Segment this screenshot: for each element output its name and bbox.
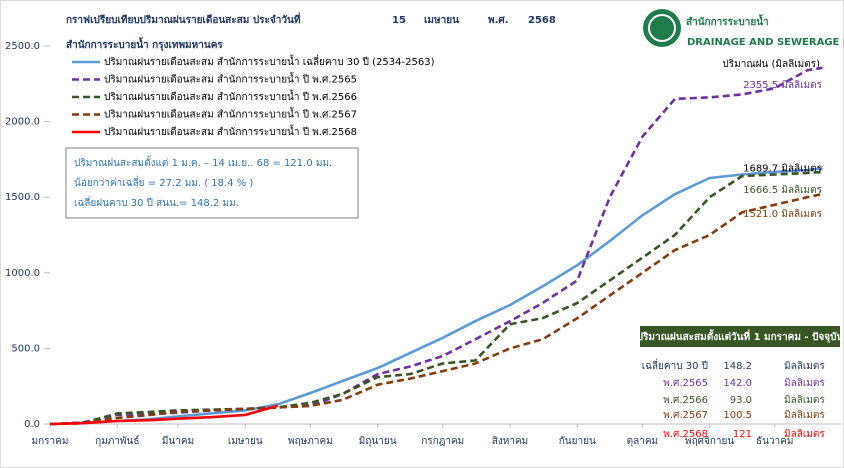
summary-label: พ.ศ.2568 — [663, 429, 708, 440]
summary-value: 100.5 — [723, 410, 752, 421]
summary-label: พ.ศ.2567 — [663, 410, 708, 421]
logo-title: สำนักการระบายน้ำ — [686, 14, 769, 28]
y-tick-label: 2000.0 — [5, 117, 40, 128]
x-tick-label: ตุลาคม — [627, 436, 659, 447]
chart-subtitle: สำนักการระบายน้ำ กรุงเทพมหานคร — [66, 37, 223, 51]
summary-label: พ.ศ.2566 — [663, 395, 708, 406]
title-day: 15 — [392, 15, 406, 26]
x-tick-label: เมษายน — [228, 436, 263, 447]
series-line — [49, 404, 279, 426]
series-line — [49, 192, 823, 426]
info-line: ปริมาณฝนสะสมตั้งแต่ 1 ม.ค. – 14 เม.ย.. 6… — [74, 155, 332, 169]
end-label: 1689.7 มิลลิเมตร — [743, 164, 823, 175]
x-tick-label: กุมภาพันธ์ — [95, 435, 139, 447]
summary-unit: มิลลิเมตร — [784, 361, 825, 372]
series-line — [49, 167, 823, 426]
summary-unit: มิลลิเมตร — [784, 429, 825, 440]
title-era: พ.ศ. — [488, 15, 509, 26]
summary-label: เฉลี่ยคาบ 30 ปี — [642, 358, 708, 372]
legend-label: ปริมาณฝนรายเดือนสะสม สำนักการระบายน้ำ ปี… — [104, 89, 357, 103]
x-tick-label: ธันวาคม — [756, 436, 793, 447]
x-tick-label: กันยายน — [559, 436, 596, 447]
summary-value: 93.0 — [730, 395, 752, 406]
y-tick-label: 500.0 — [11, 343, 40, 354]
legend-label: ปริมาณฝนรายเดือนสะสม สำนักการระบายน้ำ ปี… — [104, 107, 357, 121]
x-tick-label: พฤษภาคม — [288, 436, 333, 447]
x-tick-label: พฤศจิกายน — [685, 436, 734, 447]
x-tick-label: กรกฎาคม — [421, 436, 464, 447]
x-tick-label: สิงหาคม — [492, 436, 528, 447]
y-tick-label: 1000.0 — [5, 268, 40, 279]
info-line: น้อยกว่าค่าเฉลี่ย = 27.2 มม. ( 18.4 % ) — [74, 175, 253, 189]
end-label: 1666.5 มิลลิเมตร — [743, 185, 823, 196]
logo-subtitle: DRAINAGE AND SEWERAGE DEPARTMENT — [687, 37, 844, 48]
summary-header — [640, 326, 840, 347]
info-line: เฉลี่ยฝนคาบ 30 ปี สนน.= 148.2 มม. — [74, 195, 239, 209]
logo-emblem-ring — [648, 14, 676, 42]
summary-title: ปริมาณฝนสะสมตั้งแต่วันที่ 1 มกราคม - ปัจ… — [637, 329, 844, 343]
info-box — [65, 147, 359, 219]
summary-value: 148.2 — [723, 361, 752, 372]
legend-label: ปริมาณฝนรายเดือนสะสม สำนักการระบายน้ำ เฉ… — [104, 54, 435, 68]
y-tick-label: 2500.0 — [5, 41, 40, 52]
summary-unit: มิลลิเมตร — [784, 395, 825, 406]
legend-label: ปริมาณฝนรายเดือนสะสม สำนักการระบายน้ำ ปี… — [104, 124, 357, 138]
summary-unit: มิลลิเมตร — [784, 378, 825, 389]
summary-label: พ.ศ.2565 — [663, 378, 708, 389]
x-tick-label: มีนาคม — [162, 435, 194, 447]
title-month: เมษายน — [424, 15, 459, 26]
summary-unit: มิลลิเมตร — [784, 410, 825, 421]
end-label: 1521.0 มิลลิเมตร — [743, 209, 823, 220]
chart-title: กราฟเปรียบเทียบปริมาณฝนรายเดือนสะสม ประจ… — [66, 12, 301, 26]
legend-label: ปริมาณฝนรายเดือนสะสม สำนักการระบายน้ำ ปี… — [104, 72, 357, 86]
summary-value: 142.0 — [723, 378, 752, 389]
y-tick-label: 1500.0 — [5, 192, 40, 203]
x-tick-label: มิถุนายน — [359, 436, 397, 447]
series-line — [49, 170, 823, 426]
logo: สำนักการระบายน้ำ DRAINAGE AND SEWERAGE D… — [643, 9, 844, 48]
summary-value: 121 — [733, 429, 752, 440]
title-year: 2568 — [528, 15, 556, 26]
x-tick-label: มกราคม — [32, 436, 69, 447]
end-label: 2355.5 มิลลิเมตร — [743, 80, 823, 91]
y-tick-label: 0.0 — [24, 419, 40, 430]
y-axis-label: ปริมาณฝน (มิลลิเมตร) — [722, 59, 820, 70]
